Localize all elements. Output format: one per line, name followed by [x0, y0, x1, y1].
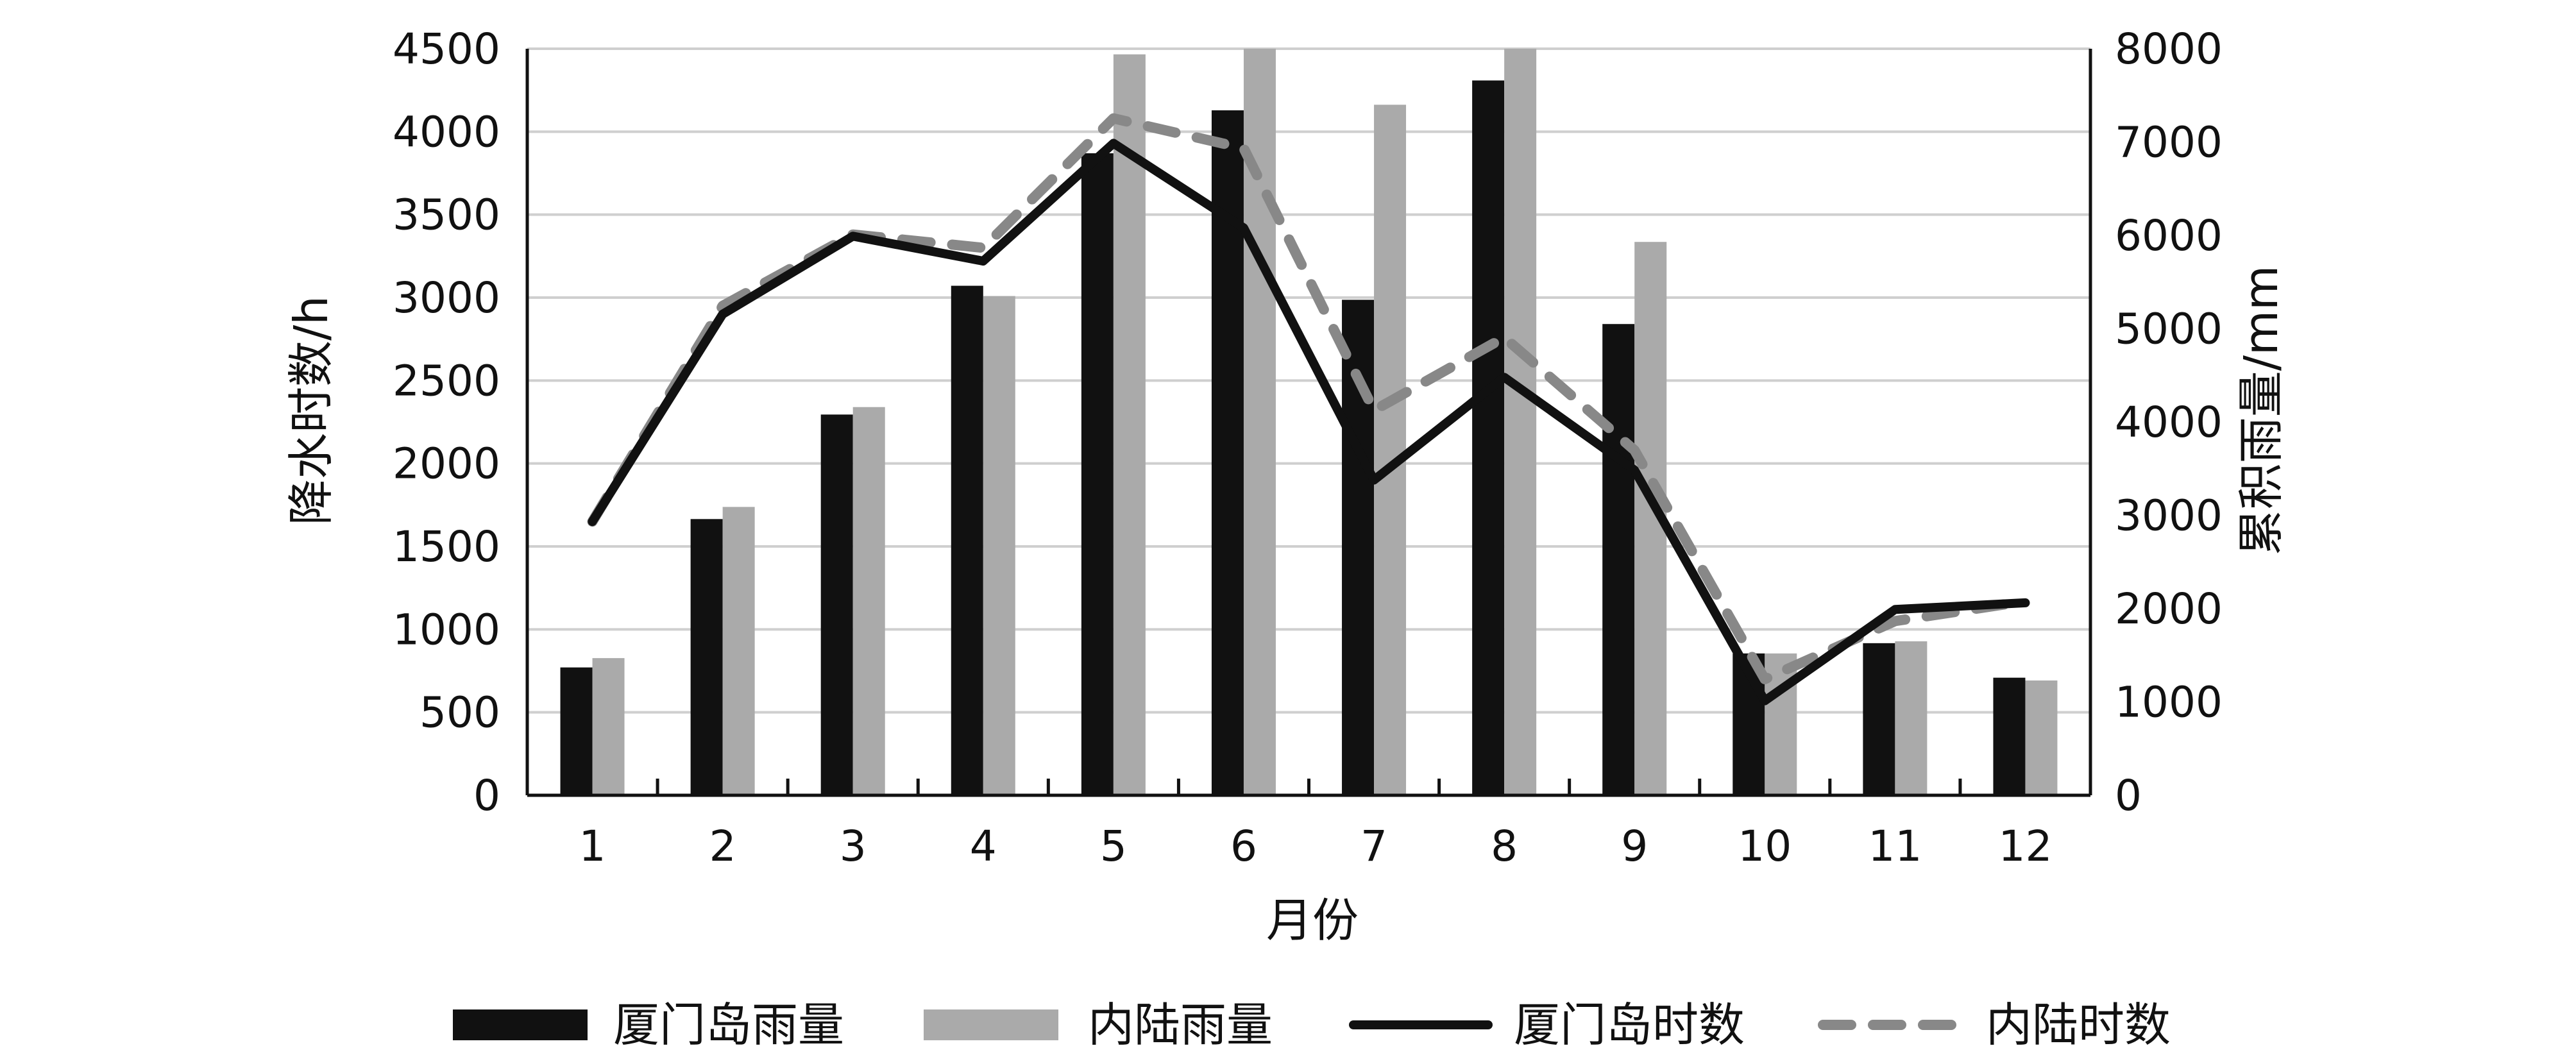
bar-inland-rainfall	[852, 407, 885, 795]
bar-inland-rainfall	[592, 658, 625, 795]
legend-swatch	[924, 1009, 1058, 1040]
left-tick-label: 0	[473, 771, 500, 820]
bar-inland-rainfall	[2025, 680, 2058, 795]
x-tick-label: 6	[1230, 822, 1257, 871]
x-tick-label: 8	[1491, 822, 1518, 871]
bar-xiamen-island-rainfall	[1602, 324, 1635, 796]
bar-xiamen-island-rainfall	[951, 285, 983, 795]
legend-label: 厦门岛雨量	[613, 998, 844, 1052]
left-tick-label: 2500	[393, 356, 500, 405]
right-axis-ticks: 0 1000 2000 3000 4000 5000 6000 7000 8000	[2115, 24, 2223, 820]
bar-inland-rainfall	[1504, 49, 1537, 795]
bar-inland-rainfall	[1113, 54, 1146, 796]
right-tick-label: 7000	[2115, 118, 2223, 167]
right-axis-title: 累积雨量/mm	[2234, 266, 2288, 556]
bar-xiamen-island-rainfall	[1863, 643, 1895, 795]
left-tick-label: 3500	[393, 190, 500, 240]
x-tick-label: 1	[579, 822, 606, 871]
x-tick-label: 5	[1100, 822, 1127, 871]
left-tick-label: 1500	[393, 522, 500, 571]
x-tick-label: 7	[1360, 822, 1387, 871]
axes	[525, 49, 2092, 797]
bar-xiamen-island-rainfall	[820, 414, 853, 795]
x-tick-label: 2	[709, 822, 736, 871]
right-tick-label: 5000	[2115, 305, 2223, 354]
x-tick-label: 3	[840, 822, 867, 871]
x-tick-label: 4	[970, 822, 997, 871]
right-tick-label: 0	[2115, 771, 2142, 820]
series-lines	[587, 113, 2031, 705]
left-tick-label: 500	[419, 688, 500, 738]
legend-label: 内陆时数	[1986, 998, 2171, 1052]
bar-xiamen-island-rainfall	[1081, 153, 1114, 795]
bar-xiamen-island-rainfall	[560, 667, 593, 795]
x-tick-label: 11	[1868, 822, 1922, 871]
legend-label: 厦门岛时数	[1514, 998, 1745, 1052]
gridlines	[527, 47, 2090, 714]
left-axis-title: 降水时数/h	[284, 296, 338, 525]
right-tick-label: 2000	[2115, 584, 2223, 634]
bar-inland-rainfall	[722, 507, 755, 795]
bar-xiamen-island-rainfall	[1472, 80, 1505, 796]
left-axis-ticks: 0 500 1000 1500 2000 2500 3000 3500 4000 4500	[393, 24, 500, 820]
x-tick-label: 10	[1738, 822, 1792, 871]
x-tick-label: 9	[1621, 822, 1648, 871]
xiamen-island-hours-line	[588, 139, 2030, 705]
x-axis-title: 月份	[1266, 893, 1359, 947]
right-tick-label: 6000	[2115, 211, 2223, 260]
inland-hours-line	[587, 113, 2031, 684]
x-axis-ticks: 1 2 3 4 5 6 7 8 9 10 11 12	[579, 822, 2053, 871]
left-tick-label: 4000	[393, 107, 500, 156]
right-tick-label: 8000	[2115, 24, 2223, 74]
legend-label: 内陆雨量	[1088, 998, 1273, 1052]
right-tick-label: 4000	[2115, 398, 2223, 447]
bar-xiamen-island-rainfall	[1993, 677, 2026, 795]
bar-inland-rainfall	[983, 296, 1015, 795]
legend-swatch	[453, 1009, 588, 1040]
left-tick-label: 1000	[393, 605, 500, 654]
right-tick-label: 1000	[2115, 678, 2223, 727]
bar-inland-rainfall	[1895, 641, 1928, 795]
bar-inland-rainfall	[1374, 105, 1407, 795]
left-tick-label: 3000	[393, 273, 500, 323]
bars	[560, 49, 2058, 796]
x-tick-label: 12	[1998, 822, 2052, 871]
bar-xiamen-island-rainfall	[690, 519, 723, 795]
legend: 厦门岛雨量 内陆雨量 厦门岛时数 内陆时数	[453, 998, 2171, 1052]
left-tick-label: 2000	[393, 439, 500, 489]
right-tick-label: 3000	[2115, 491, 2223, 541]
left-tick-label: 4500	[393, 24, 500, 74]
